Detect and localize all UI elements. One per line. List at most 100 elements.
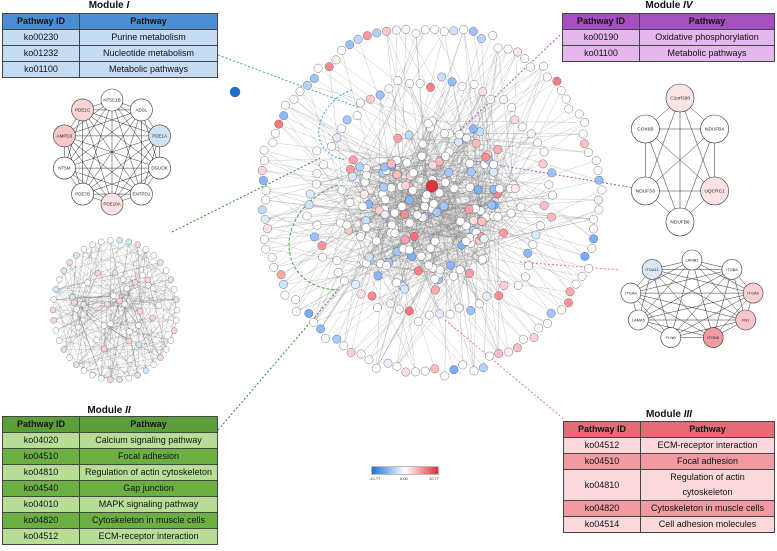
- network-node: [408, 185, 418, 195]
- network-node: [270, 128, 280, 138]
- module-node: [60, 267, 67, 274]
- module-edge: [74, 279, 171, 303]
- network-node: [380, 195, 390, 205]
- network-node: [473, 185, 483, 195]
- network-node: [339, 341, 349, 351]
- module-node: [111, 269, 119, 276]
- network-node: [487, 200, 497, 210]
- module-edge: [55, 262, 161, 290]
- network-edge: [422, 144, 505, 286]
- network-node: [503, 44, 513, 54]
- network-node: [394, 304, 404, 314]
- module-1-outline: [318, 89, 353, 161]
- network-edge: [316, 159, 354, 185]
- network-node: [488, 31, 498, 40]
- module-edge: [64, 109, 142, 137]
- pathway-name-cell: Cytoskeleton in muscle cells: [79, 512, 218, 529]
- network-node: [259, 156, 269, 166]
- network-edge: [499, 107, 512, 189]
- module-edge: [69, 255, 77, 358]
- network-node: [510, 184, 520, 194]
- module-edge: [148, 285, 177, 321]
- network-edge: [273, 175, 367, 268]
- module-node: [173, 306, 181, 314]
- module-edge: [110, 255, 154, 324]
- network-node: [564, 104, 574, 114]
- network-node: [291, 295, 301, 304]
- network-node: [260, 214, 270, 224]
- col-pathway: Pathway: [79, 416, 218, 433]
- network-node: [280, 100, 290, 110]
- module-edge: [174, 289, 177, 321]
- module-edge: [147, 279, 177, 321]
- module-edge: [152, 317, 177, 321]
- network-edge: [444, 133, 562, 310]
- network-node: [420, 201, 429, 211]
- network-node: [526, 129, 536, 139]
- network-node: [439, 27, 449, 36]
- network-node: [539, 201, 549, 211]
- network-node: [430, 25, 440, 34]
- module-node: [55, 276, 63, 283]
- network-node: [386, 183, 396, 193]
- module-node: [641, 259, 663, 280]
- network-node: [494, 349, 504, 358]
- module-edge: [82, 167, 160, 195]
- pathway-name-cell: Gap junction: [79, 480, 218, 497]
- network-node: [356, 349, 366, 359]
- module-edge: [63, 349, 85, 371]
- network-edge: [473, 31, 504, 234]
- module-node: [631, 176, 660, 206]
- network-edge: [314, 236, 404, 287]
- network-node: [418, 139, 428, 149]
- network-edge: [366, 175, 440, 274]
- network-edge: [449, 141, 459, 315]
- module-edge: [69, 304, 84, 358]
- network-edge: [448, 47, 499, 173]
- network-node: [417, 151, 427, 161]
- module-edge: [55, 279, 171, 290]
- network-node: [464, 204, 474, 214]
- module-node: [73, 252, 80, 259]
- module-2-title: Module II: [0, 405, 218, 416]
- module-1-title-num: I: [126, 0, 130, 11]
- network-node: [413, 266, 423, 276]
- module-edge: [74, 249, 85, 303]
- network-node: [337, 124, 346, 134]
- module-edge: [87, 282, 159, 306]
- network-node: [356, 289, 366, 299]
- network-edge: [497, 90, 562, 218]
- network-node: [355, 162, 365, 172]
- network-node: [543, 318, 552, 328]
- network-node: [332, 133, 342, 143]
- network-node: [373, 271, 383, 281]
- network-edge: [391, 224, 478, 239]
- network-node: [437, 72, 447, 82]
- module-node: [126, 328, 133, 335]
- network-node: [440, 178, 450, 187]
- table-row: ko01100 Metabolic pathways: [2, 61, 218, 78]
- module-node-label: PDE10A: [103, 202, 120, 207]
- module-edge: [113, 295, 130, 342]
- network-node: [424, 310, 434, 320]
- network-edge: [366, 175, 391, 233]
- module-edge: [74, 302, 102, 379]
- pathway-name-cell: Focal adhesion: [640, 453, 775, 470]
- network-node: [580, 118, 590, 127]
- network-node: [594, 195, 603, 205]
- network-node: [466, 167, 476, 177]
- network-node: [400, 284, 409, 294]
- network-node: [268, 138, 278, 148]
- network-edge: [299, 91, 483, 260]
- module-edge: [119, 309, 178, 380]
- module-node: [125, 375, 132, 382]
- network-node: [584, 263, 594, 273]
- network-edge: [265, 219, 485, 239]
- module-node: [80, 246, 88, 253]
- network-node: [430, 274, 440, 284]
- module-4-title-prefix: Module: [645, 0, 681, 11]
- network-node: [447, 77, 457, 87]
- network-edge: [438, 232, 504, 280]
- module-edge: [58, 240, 111, 341]
- module-edge: [64, 135, 113, 205]
